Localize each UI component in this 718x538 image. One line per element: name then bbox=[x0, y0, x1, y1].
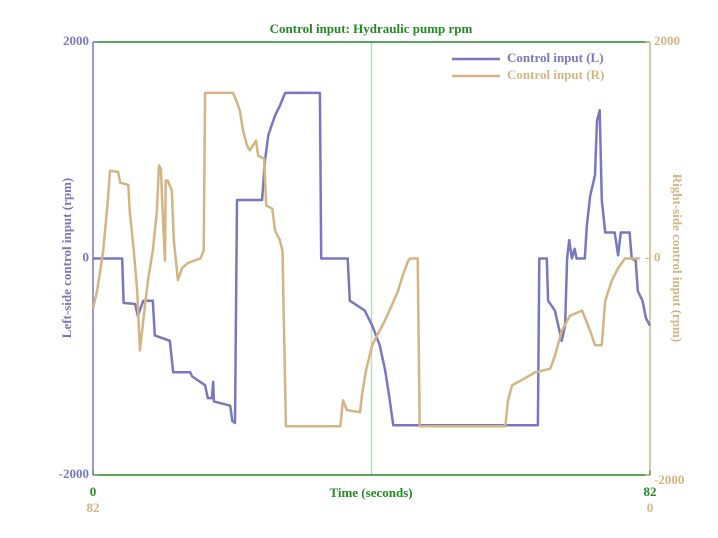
x2-tick-label: 0 bbox=[647, 500, 654, 515]
series-line bbox=[91, 91, 640, 428]
y2-tick-label: -2000 bbox=[654, 472, 684, 487]
x2-tick-label: 82 bbox=[87, 500, 100, 515]
legend-label: Control input (L) bbox=[507, 50, 604, 65]
y-tick-label: 2000 bbox=[63, 33, 89, 48]
y2-tick-label: 0 bbox=[654, 249, 661, 264]
chart-title: Control input: Hydraulic pump rpm bbox=[270, 21, 473, 36]
y-tick-label: -2000 bbox=[59, 466, 89, 481]
y-tick-label: 0 bbox=[83, 249, 90, 264]
legend-label: Control input (R) bbox=[507, 67, 604, 82]
y2-tick-label: 2000 bbox=[654, 33, 680, 48]
x-tick-label: 82 bbox=[644, 484, 657, 499]
y2-axis-label: Right-side control input (rpm) bbox=[670, 174, 685, 342]
x-axis-label: Time (seconds) bbox=[329, 485, 412, 500]
series-line bbox=[93, 91, 652, 427]
y-axis-label: Left-side control input (rpm) bbox=[59, 178, 74, 338]
x-tick-label: 0 bbox=[90, 484, 97, 499]
